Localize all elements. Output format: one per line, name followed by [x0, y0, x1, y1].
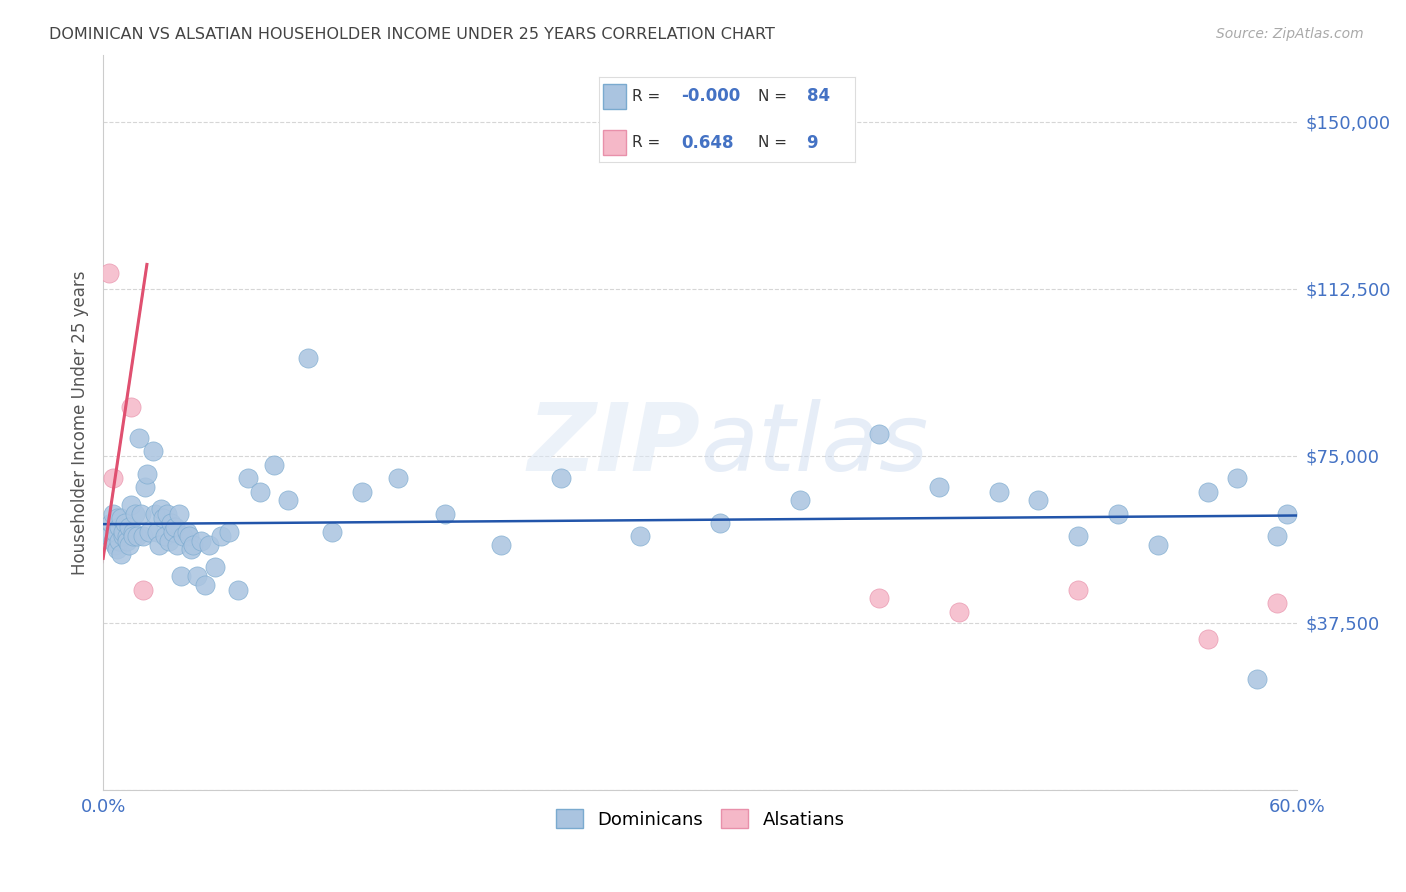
Dominicans — [489, 538, 512, 552]
Dominicans — [263, 458, 285, 472]
Dominicans — [98, 529, 121, 543]
Text: ZIP: ZIP — [527, 399, 700, 491]
Alsatians — [98, 266, 121, 280]
Dominicans — [100, 516, 122, 530]
Dominicans — [218, 524, 240, 539]
Dominicans — [1028, 493, 1050, 508]
Dominicans — [434, 507, 457, 521]
Dominicans — [238, 471, 260, 485]
Dominicans — [138, 524, 160, 539]
Dominicans — [108, 520, 131, 534]
Dominicans — [132, 529, 155, 543]
Text: atlas: atlas — [700, 399, 928, 490]
Alsatians — [101, 471, 124, 485]
Dominicans — [1107, 507, 1129, 521]
Dominicans — [630, 529, 652, 543]
Alsatians — [1197, 632, 1219, 646]
Dominicans — [186, 569, 208, 583]
Dominicans — [114, 516, 136, 530]
Dominicans — [122, 524, 145, 539]
Legend: Dominicans, Alsatians: Dominicans, Alsatians — [548, 802, 852, 836]
Dominicans — [1067, 529, 1090, 543]
Dominicans — [124, 507, 146, 521]
Alsatians — [948, 605, 970, 619]
Dominicans — [153, 529, 176, 543]
Dominicans — [112, 524, 135, 539]
Dominicans — [197, 538, 219, 552]
Dominicans — [387, 471, 409, 485]
Dominicans — [190, 533, 212, 548]
Dominicans — [180, 542, 202, 557]
Dominicans — [167, 507, 190, 521]
Dominicans — [101, 507, 124, 521]
Dominicans — [105, 542, 128, 557]
Dominicans — [987, 484, 1010, 499]
Dominicans — [149, 502, 172, 516]
Dominicans — [277, 493, 299, 508]
Dominicans — [129, 507, 152, 521]
Dominicans — [166, 538, 188, 552]
Alsatians — [868, 591, 890, 606]
Dominicans — [148, 538, 170, 552]
Dominicans — [104, 524, 127, 539]
Dominicans — [1226, 471, 1249, 485]
Dominicans — [209, 529, 232, 543]
Dominicans — [1265, 529, 1288, 543]
Dominicans — [101, 533, 124, 548]
Dominicans — [928, 480, 950, 494]
Dominicans — [104, 538, 127, 552]
Dominicans — [1246, 672, 1268, 686]
Dominicans — [249, 484, 271, 499]
Dominicans — [1277, 507, 1299, 521]
Dominicans — [115, 529, 138, 543]
Dominicans — [1197, 484, 1219, 499]
Dominicans — [172, 529, 194, 543]
Alsatians — [1067, 582, 1090, 597]
Dominicans — [122, 529, 145, 543]
Dominicans — [868, 426, 890, 441]
Dominicans — [350, 484, 373, 499]
Dominicans — [550, 471, 572, 485]
Dominicans — [108, 533, 131, 548]
Dominicans — [118, 538, 141, 552]
Y-axis label: Householder Income Under 25 years: Householder Income Under 25 years — [72, 270, 89, 574]
Dominicans — [176, 524, 198, 539]
Dominicans — [204, 560, 226, 574]
Alsatians — [1265, 596, 1288, 610]
Dominicans — [118, 520, 141, 534]
Text: DOMINICAN VS ALSATIAN HOUSEHOLDER INCOME UNDER 25 YEARS CORRELATION CHART: DOMINICAN VS ALSATIAN HOUSEHOLDER INCOME… — [49, 27, 775, 42]
Dominicans — [125, 529, 148, 543]
Dominicans — [110, 547, 132, 561]
Dominicans — [1147, 538, 1170, 552]
Dominicans — [709, 516, 731, 530]
Dominicans — [143, 507, 166, 521]
Dominicans — [321, 524, 343, 539]
Dominicans — [110, 511, 132, 525]
Dominicans — [297, 351, 319, 365]
Dominicans — [128, 431, 150, 445]
Text: Source: ZipAtlas.com: Source: ZipAtlas.com — [1216, 27, 1364, 41]
Dominicans — [228, 582, 250, 597]
Dominicans — [170, 569, 193, 583]
Dominicans — [157, 533, 180, 548]
Dominicans — [159, 516, 181, 530]
Dominicans — [181, 538, 204, 552]
Dominicans — [177, 529, 200, 543]
Alsatians — [120, 400, 142, 414]
Dominicans — [112, 529, 135, 543]
Dominicans — [194, 578, 217, 592]
Dominicans — [105, 511, 128, 525]
Dominicans — [146, 524, 169, 539]
Dominicans — [120, 498, 142, 512]
Dominicans — [115, 533, 138, 548]
Dominicans — [156, 507, 179, 521]
Alsatians — [132, 582, 155, 597]
Dominicans — [135, 467, 157, 481]
Dominicans — [134, 480, 156, 494]
Dominicans — [789, 493, 811, 508]
Dominicans — [162, 524, 184, 539]
Dominicans — [142, 444, 165, 458]
Dominicans — [152, 511, 174, 525]
Dominicans — [163, 520, 186, 534]
